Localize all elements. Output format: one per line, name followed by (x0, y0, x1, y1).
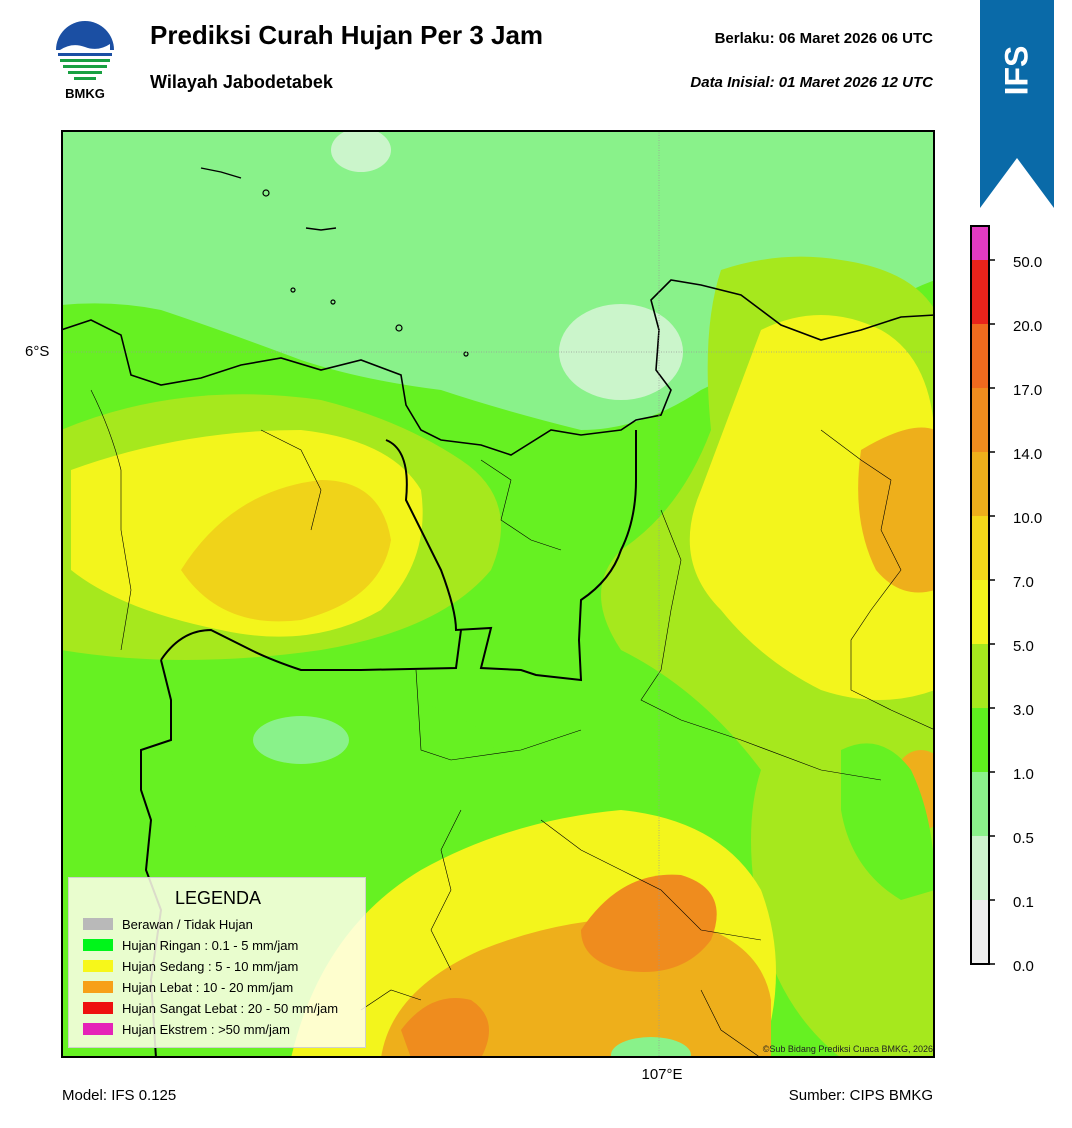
legend-swatch (83, 1023, 113, 1035)
colorbar-segment (971, 900, 989, 964)
legend-item: Berawan / Tidak Hujan (83, 916, 253, 932)
page-title: Prediksi Curah Hujan Per 3 Jam (150, 20, 544, 50)
colorbar-segment (971, 644, 989, 708)
field-gold-west (181, 480, 391, 622)
legend-swatch (83, 1002, 113, 1014)
field-gold-east (858, 427, 935, 593)
source-info: Sumber: CIPS BMKG (788, 1087, 933, 1104)
legend-swatch (83, 981, 113, 993)
field-light-green-southwest (253, 716, 349, 764)
colorbar-segment (971, 708, 989, 772)
colorbar-segment (971, 324, 989, 388)
colorbar-segment (971, 516, 989, 580)
colorbar-tick-label: 10.0 (1013, 510, 1043, 527)
legend-label: Berawan / Tidak Hujan (122, 916, 253, 932)
legend-label: Hujan Sangat Lebat : 20 - 50 mm/jam (122, 1000, 339, 1016)
region-subtitle: Wilayah Jabodetabek (150, 72, 333, 92)
colorbar-segment (971, 580, 989, 644)
field-green-southwest (98, 676, 506, 858)
colorbar-tick-label: 7.0 (1013, 574, 1034, 591)
legend-item: Hujan Sedang : 5 - 10 mm/jam (83, 958, 298, 974)
colorbar-segment (971, 836, 989, 900)
colorbar-tick-label: 0.1 (1013, 894, 1034, 911)
bmkg-logo-icon (56, 21, 114, 80)
model-ribbon (980, 0, 1054, 208)
longitude-label: 107°E (641, 1066, 683, 1083)
colorbar-segment (971, 452, 989, 516)
legend-title: LEGENDA (174, 888, 262, 908)
colorbar-tick-label: 5.0 (1013, 638, 1034, 655)
colorbar-segment (971, 388, 989, 452)
colorbar-frame (970, 225, 990, 965)
model-ribbon-label: IFS (998, 45, 1035, 95)
colorbar-segment (971, 226, 989, 260)
field-yellow-east (689, 315, 935, 700)
colorbar-tick-label: 1.0 (1013, 766, 1034, 783)
colorbar (970, 225, 995, 965)
field-orange-south (581, 874, 717, 972)
initial-time: Data Inisial: 01 Maret 2026 12 UTC (690, 74, 933, 91)
colorbar-tick-label: 14.0 (1013, 446, 1043, 463)
legend-label: Hujan Ringan : 0.1 - 5 mm/jam (122, 937, 299, 953)
map-frame (61, 130, 935, 1058)
logo-text: BMKG (65, 86, 105, 101)
colorbar-tick-label: 50.0 (1013, 254, 1043, 271)
legend-label: Hujan Lebat : 10 - 20 mm/jam (122, 979, 294, 995)
colorbar-tick-label: 0.5 (1013, 830, 1034, 847)
colorbar-tick-label: 0.0 (1013, 958, 1034, 975)
model-info: Model: IFS 0.125 (62, 1087, 177, 1104)
colorbar-tick-label: 17.0 (1013, 382, 1043, 399)
legend-box: LEGENDA Berawan / Tidak Hujan Hujan Ring… (68, 877, 366, 1048)
legend-swatch (83, 918, 113, 930)
copyright-text: ©Sub Bidang Prediksi Cuaca BMKG, 2026 (762, 1044, 933, 1054)
legend-label: Hujan Sedang : 5 - 10 mm/jam (122, 958, 299, 974)
legend-item: Hujan Ekstrem : >50 mm/jam (83, 1021, 290, 1037)
legend-item: Hujan Sangat Lebat : 20 - 50 mm/jam (83, 1000, 338, 1016)
legend-item: Hujan Ringan : 0.1 - 5 mm/jam (83, 937, 298, 953)
colorbar-tick-label: 20.0 (1013, 318, 1043, 335)
legend-swatch (83, 960, 113, 972)
legend-swatch (83, 939, 113, 951)
legend-label: Hujan Ekstrem : >50 mm/jam (122, 1021, 290, 1037)
legend-item: Hujan Lebat : 10 - 20 mm/jam (83, 979, 293, 995)
colorbar-segment (971, 772, 989, 836)
latitude-label: 6°S (25, 343, 50, 360)
coastline (61, 279, 935, 456)
colorbar-segment (971, 260, 989, 324)
valid-time: Berlaku: 06 Maret 2026 06 UTC (714, 30, 933, 47)
colorbar-tick-label: 3.0 (1013, 702, 1034, 719)
